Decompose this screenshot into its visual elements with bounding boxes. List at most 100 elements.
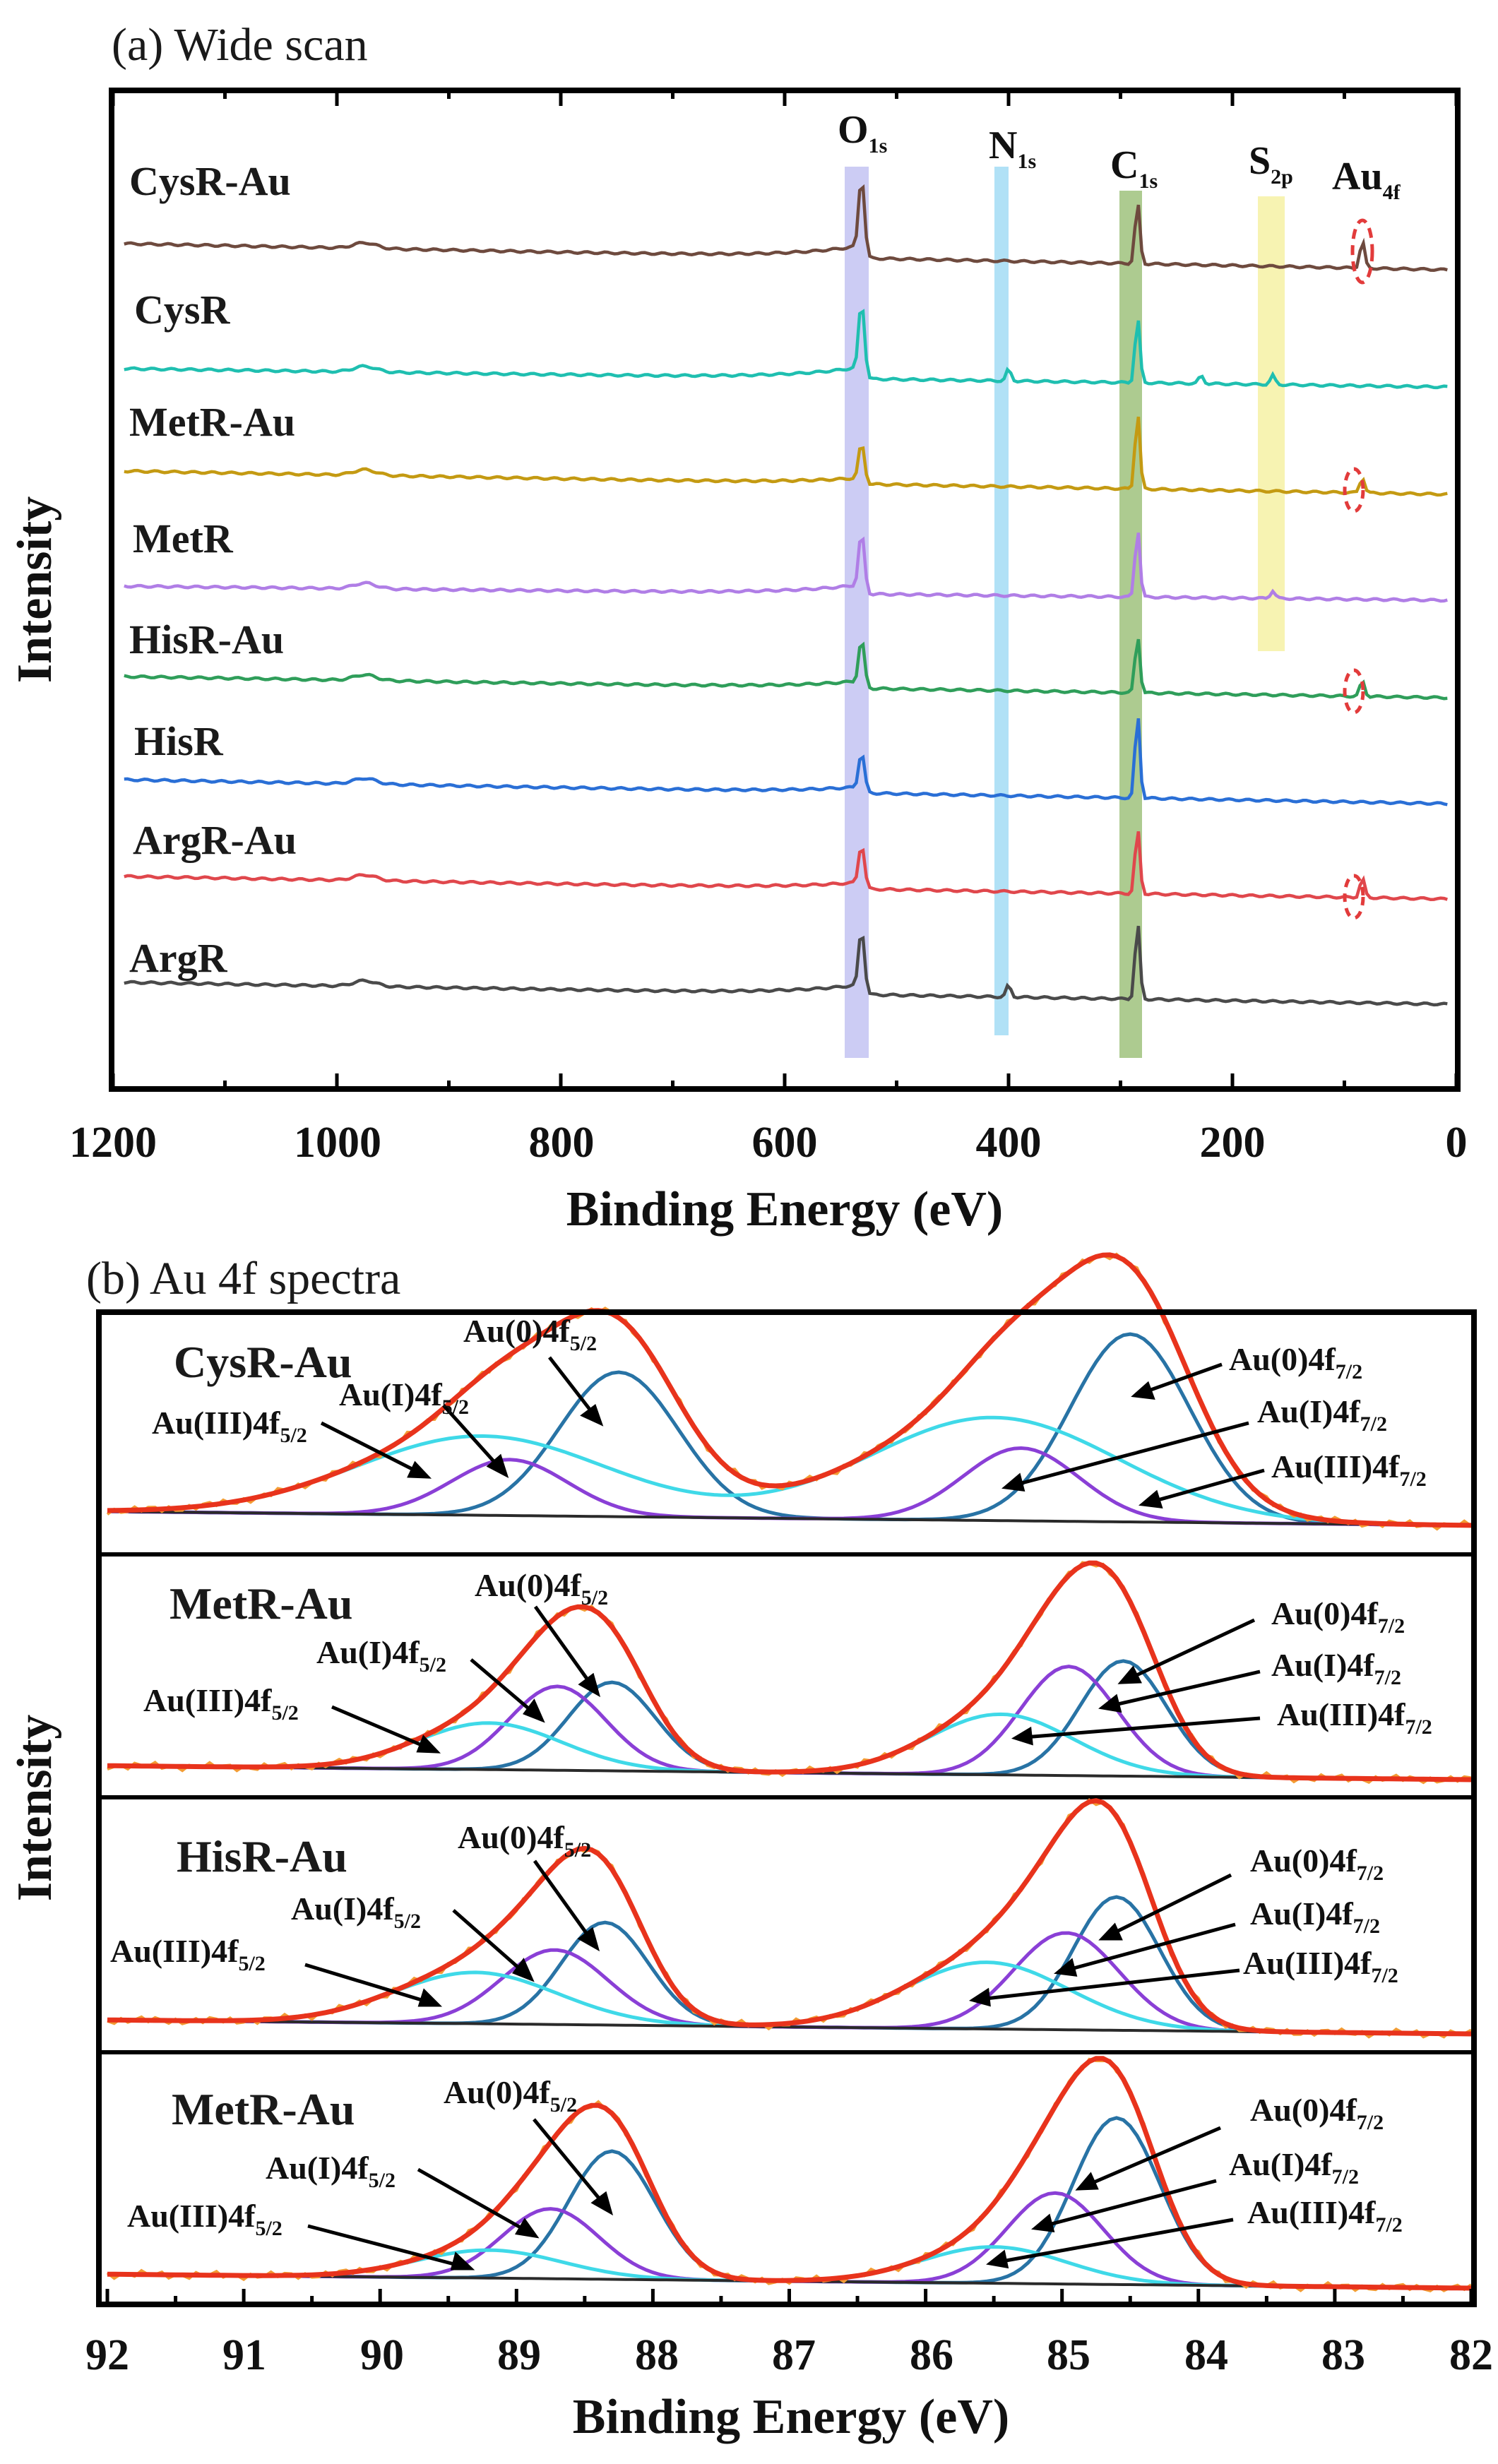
sample-label-argr-au: ArgR-Au bbox=[133, 817, 297, 863]
b-x-tick-label-90: 90 bbox=[360, 2331, 404, 2379]
band-o1s bbox=[845, 167, 869, 1058]
component-au-0 bbox=[107, 1659, 1472, 1782]
panel-b-subpanel-frames bbox=[99, 1552, 1474, 2054]
peak-label-o1s: O1s bbox=[838, 108, 887, 157]
ann-2-au0-72: Au(0)4f7/2 bbox=[1271, 1595, 1405, 1638]
fit-envelope bbox=[107, 1252, 1472, 1528]
panel-b-spectra bbox=[106, 1252, 1473, 2292]
b-sample-label-metr-au-1: MetR-Au bbox=[170, 1578, 352, 1629]
panel-b-frame bbox=[96, 1309, 1477, 2307]
ann-2-au3-72: Au(III)4f7/2 bbox=[1277, 1696, 1432, 1739]
spectrum-metr bbox=[124, 532, 1448, 603]
ann-4-au1-52: Au(I)4f5/2 bbox=[266, 2150, 396, 2192]
au4f-marker-hisr-au bbox=[1343, 668, 1365, 715]
sample-label-argr: ArgR bbox=[129, 935, 228, 981]
ann-4-au3-72: Au(III)4f7/2 bbox=[1247, 2194, 1403, 2237]
panel-b-y-axis-title: Intensity bbox=[8, 1715, 62, 1901]
b-x-tick-label-88: 88 bbox=[635, 2331, 679, 2379]
ann-4-au3-52: Au(III)4f5/2 bbox=[127, 2198, 283, 2240]
peak-label-c1s: C1s bbox=[1110, 143, 1158, 193]
component-au-i bbox=[107, 1665, 1472, 1782]
panel-b-x-tick-labels: 92 91 90 89 88 87 86 85 84 83 82 bbox=[85, 2331, 1493, 2379]
spectrum-cysr bbox=[124, 309, 1448, 390]
panel-b-annotations: Au(0)4f5/2 Au(I)4f5/2 Au(III)4f5/2 Au(0)… bbox=[110, 1313, 1432, 2240]
ann-1-au3-52: Au(III)4f5/2 bbox=[152, 1405, 307, 1447]
ann-1-au1-52: Au(I)4f5/2 bbox=[339, 1376, 469, 1419]
ann-1-au0-72: Au(0)4f7/2 bbox=[1229, 1341, 1362, 1383]
spectrum-hisr bbox=[124, 718, 1448, 807]
x-tick-label-400: 400 bbox=[976, 1119, 1042, 1167]
fit-envelope bbox=[107, 1560, 1472, 1782]
band-n1s bbox=[994, 167, 1009, 1035]
x-tick-label-0: 0 bbox=[1446, 1119, 1468, 1167]
au4f-fit-2-metr-au bbox=[107, 1560, 1472, 1785]
ann-3-au0-72: Au(0)4f7/2 bbox=[1250, 1843, 1384, 1885]
sample-label-cysr: CysR bbox=[134, 287, 230, 333]
b-x-tick-label-82: 82 bbox=[1449, 2331, 1493, 2379]
au4f-fit-4-metr-au bbox=[106, 2056, 1473, 2292]
b-x-tick-label-92: 92 bbox=[85, 2331, 129, 2379]
sample-label-hisr: HisR bbox=[134, 718, 224, 764]
x-tick-label-1000: 1000 bbox=[294, 1119, 381, 1167]
panel-a-au-markers bbox=[1343, 218, 1374, 920]
panel-a-x-axis-title: Binding Energy (eV) bbox=[566, 1182, 1003, 1237]
ann-1-au3-72: Au(III)4f7/2 bbox=[1271, 1448, 1427, 1491]
spectrum-argr-au bbox=[124, 831, 1448, 902]
b-sample-label-hisr-au: HisR-Au bbox=[177, 1831, 347, 1881]
spectrum-metr-au bbox=[124, 416, 1448, 497]
au4f-fit-1-cysr-au bbox=[106, 1252, 1473, 1531]
ann-3-au1-72: Au(I)4f7/2 bbox=[1250, 1895, 1380, 1938]
ann-3-au1-52: Au(I)4f5/2 bbox=[291, 1891, 421, 1933]
panel-b-title: (b) Au 4f spectra bbox=[86, 1253, 400, 1304]
x-tick-label-200: 200 bbox=[1200, 1119, 1266, 1167]
x-tick-label-800: 800 bbox=[529, 1119, 595, 1167]
spectrum-cysr-au bbox=[124, 184, 1448, 273]
b-x-tick-label-84: 84 bbox=[1184, 2331, 1228, 2379]
sample-label-metr: MetR bbox=[133, 516, 234, 561]
panel-b-arrows bbox=[304, 1356, 1265, 2270]
panel-a-y-axis-title: Intensity bbox=[8, 496, 62, 683]
peak-label-au4f: Au4f bbox=[1332, 155, 1401, 204]
panel-b-x-axis-title: Binding Energy (eV) bbox=[573, 2390, 1009, 2444]
b-sample-label-metr-au-2: MetR-Au bbox=[172, 2084, 355, 2134]
spectrum-hisr-au bbox=[124, 638, 1448, 701]
sample-label-hisr-au: HisR-Au bbox=[129, 617, 284, 662]
au4f-marker-metr-au bbox=[1343, 467, 1365, 513]
peak-label-n1s: N1s bbox=[989, 124, 1036, 173]
sample-label-metr-au: MetR-Au bbox=[129, 399, 295, 445]
band-s2p bbox=[1258, 196, 1285, 651]
panel-b-x-ticks bbox=[105, 2289, 1473, 2304]
panel-a-bands bbox=[845, 167, 1285, 1058]
b-sample-label-cysr-au: CysR-Au bbox=[174, 1337, 352, 1387]
b-x-tick-label-87: 87 bbox=[772, 2331, 816, 2379]
b-x-tick-label-83: 83 bbox=[1321, 2331, 1365, 2379]
ann-2-au3-52: Au(III)4f5/2 bbox=[143, 1682, 299, 1725]
b-x-tick-label-91: 91 bbox=[222, 2331, 266, 2379]
spectrum-argr bbox=[124, 925, 1448, 1007]
ann-2-au1-52: Au(I)4f5/2 bbox=[316, 1634, 446, 1677]
b-x-tick-label-89: 89 bbox=[497, 2331, 541, 2379]
ann-3-au3-72: Au(III)4f7/2 bbox=[1243, 1945, 1398, 1987]
ann-3-au3-52: Au(III)4f5/2 bbox=[110, 1933, 266, 1975]
sample-label-cysr-au: CysR-Au bbox=[129, 158, 291, 204]
au4f-marker-argr-au bbox=[1343, 874, 1365, 920]
panel-b-sample-labels: CysR-Au MetR-Au HisR-Au MetR-Au bbox=[170, 1337, 355, 2134]
ann-1-au1-72: Au(I)4f7/2 bbox=[1257, 1393, 1387, 1436]
b-x-tick-label-85: 85 bbox=[1047, 2331, 1090, 2379]
baseline bbox=[107, 1510, 1472, 1527]
ann-1-au0-52: Au(0)4f5/2 bbox=[463, 1313, 597, 1355]
panel-a-title: (a) Wide scan bbox=[112, 19, 368, 71]
fit-envelope bbox=[107, 1798, 1472, 2037]
panel-a-spectra bbox=[124, 184, 1448, 1007]
ann-2-au0-52: Au(0)4f5/2 bbox=[475, 1567, 608, 1609]
ann-3-au0-52: Au(0)4f5/2 bbox=[458, 1819, 591, 1862]
panel-a-x-tick-labels: 1200 1000 800 600 400 200 0 bbox=[69, 1119, 1468, 1167]
peak-label-s2p: S2p bbox=[1249, 139, 1293, 189]
ann-2-au1-72: Au(I)4f7/2 bbox=[1271, 1647, 1401, 1689]
au4f-marker-cysr-au bbox=[1350, 218, 1374, 285]
panel-a-sample-labels: CysR-Au CysR MetR-Au MetR HisR-Au HisR A… bbox=[129, 158, 297, 981]
b-x-tick-label-86: 86 bbox=[910, 2331, 953, 2379]
ann-4-au0-52: Au(0)4f5/2 bbox=[444, 2074, 577, 2117]
ann-4-au1-72: Au(I)4f7/2 bbox=[1229, 2146, 1359, 2189]
